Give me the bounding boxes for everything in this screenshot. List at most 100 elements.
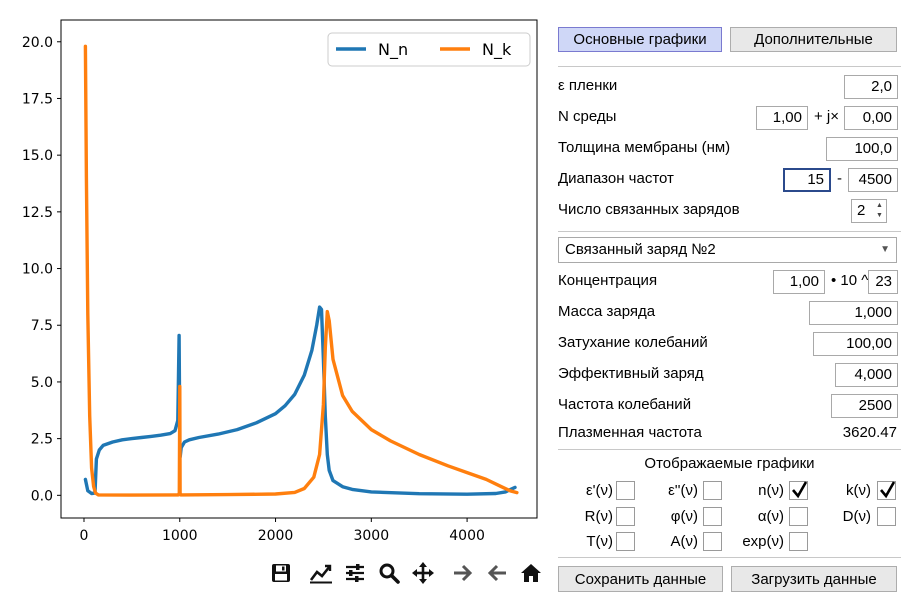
spin-arrows-icon[interactable]: ▲ ▼ [876,202,883,219]
x-tick-label: 4000 [449,528,485,544]
mass-row: Масса заряда 1,000 [558,299,901,327]
conc-row: Концентрация 1,00 • 10 ^ 23 [558,268,901,296]
eff-charge-field[interactable]: 4,000 [835,363,898,387]
tab-extra-plots[interactable]: Дополнительные [730,27,897,52]
plot-checkbox[interactable] [703,532,722,551]
line-chart: 0.0 2.5 5.0 7.5 10.0 12.5 15.0 17.5 20.0 0 1000 200… [22,19,538,544]
freq-label: Частота колебаний [558,396,692,413]
plot-checkbox-label: R(ν) [584,508,613,525]
configure-subplots-icon[interactable] [342,560,368,586]
plot-checkbox[interactable] [789,532,808,551]
legend-box [327,32,531,67]
plot-checkbox[interactable] [877,507,896,526]
eff-charge-label: Эффективный заряд [558,365,704,382]
save-data-button[interactable]: Сохранить данные [558,566,723,592]
range-from-field[interactable]: 15 [783,168,831,192]
plot-checkbox[interactable] [616,481,635,500]
y-tick-label: 5.0 [31,375,53,391]
plot-checkbox-label: T(ν) [586,533,613,550]
charges-row: Число связанных зарядов 2 ▲ ▼ [558,197,901,225]
back-icon[interactable] [484,560,510,586]
range-label: Диапазон частот [558,170,674,187]
plot-checkbox-label: n(ν) [758,482,784,499]
conc-field[interactable]: 1,00 [773,270,825,294]
pan-icon[interactable] [410,560,436,586]
divider [558,449,901,450]
plasma-label: Плазменная частота [558,424,702,441]
charge-select-value: Связанный заряд №2 [565,241,716,258]
save-icon[interactable] [268,560,294,586]
edit-curves-icon[interactable] [308,560,334,586]
thickness-field[interactable]: 100,0 [826,137,898,161]
plot-checkbox-label: A(ν) [670,533,699,550]
mass-field[interactable]: 1,000 [809,301,898,325]
charges-label: Число связанных зарядов [558,201,740,218]
y-tick-label: 10.0 [22,262,53,278]
n-separator: + j× [814,108,840,125]
freq-row: Частота колебаний 2500 [558,392,901,420]
n-real-field[interactable]: 1,00 [756,106,808,130]
plot-checkbox[interactable] [877,481,896,500]
plot-checkbox[interactable] [616,532,635,551]
range-separator: - [837,170,842,187]
y-tick-label: 15.0 [22,148,53,164]
plot-checkbox[interactable] [789,507,808,526]
plot-checkbox-label: exp(ν) [742,533,784,550]
n-imag-field[interactable]: 0,00 [844,106,898,130]
checkmark-icon [792,481,808,499]
eps-row: ε пленки 2,0 [558,73,901,101]
conc-separator: • 10 ^ [831,272,869,289]
damping-field[interactable]: 100,00 [813,332,898,356]
thickness-row: Толщина мембраны (нм) 100,0 [558,135,901,163]
freq-field[interactable]: 2500 [831,394,898,418]
plasma-row: Плазменная частота 3620.47 [558,420,901,448]
x-tick-label: 3000 [353,528,389,544]
plot-checkbox[interactable] [703,481,722,500]
home-icon[interactable] [518,560,544,586]
plot-checkbox[interactable] [616,507,635,526]
plot-checkbox-label: φ(ν) [670,508,698,525]
plot-checkbox-label: α(ν) [757,508,784,525]
forward-icon[interactable] [450,560,476,586]
y-tick-label: 12.5 [22,205,53,221]
conc-label: Концентрация [558,272,658,289]
range-row: Диапазон частот 15 - 4500 [558,166,901,194]
eps-label: ε пленки [558,77,618,94]
range-to-field[interactable]: 4500 [848,168,898,192]
load-data-button[interactable]: Загрузить данные [731,566,897,592]
plot-checkbox-label: ε''(ν) [668,482,698,499]
damping-label: Затухание колебаний [558,334,708,351]
chevron-down-icon: ▼ [880,244,890,255]
charges-value: 2 [857,202,866,219]
legend-label: N_k [482,40,512,60]
plot-checkbox-label: D(ν) [842,508,871,525]
displayed-plots-title: Отображаемые графики [644,455,815,472]
y-tick-label: 2.5 [31,432,53,448]
y-tick-label: 7.5 [31,318,53,334]
x-tick-label: 1000 [162,528,198,544]
conc-exp-field[interactable]: 23 [868,270,898,294]
zoom-icon[interactable] [376,560,402,586]
x-tick-label: 0 [80,528,89,544]
divider [558,231,901,232]
plot-checkbox-label: ε'(ν) [585,482,613,499]
control-panel: Основные графики Дополнительные ε пленки… [548,0,904,608]
charges-spinbox[interactable]: 2 ▲ ▼ [851,199,887,223]
divider [558,66,901,67]
plot-checkbox-label: k(ν) [846,482,871,499]
n-label: N среды [558,108,617,125]
mass-label: Масса заряда [558,303,656,320]
plot-checkbox[interactable] [789,481,808,500]
series-line-n-k [83,44,519,497]
damping-row: Затухание колебаний 100,00 [558,330,901,358]
plot-area: 0.0 2.5 5.0 7.5 10.0 12.5 15.0 17.5 20.0 0 1000 200… [22,19,538,544]
charge-select[interactable]: Связанный заряд №2 ▼ [558,237,897,263]
plot-toolbar [268,560,552,586]
tab-main-plots[interactable]: Основные графики [558,27,722,52]
plot-checkbox[interactable] [703,507,722,526]
n-row: N среды 1,00 + j× 0,00 [558,104,901,132]
thickness-label: Толщина мембраны (нм) [558,139,731,156]
y-tick-label: 0.0 [31,488,53,504]
eps-field[interactable]: 2,0 [844,75,898,99]
y-tick-label: 20.0 [22,35,53,51]
